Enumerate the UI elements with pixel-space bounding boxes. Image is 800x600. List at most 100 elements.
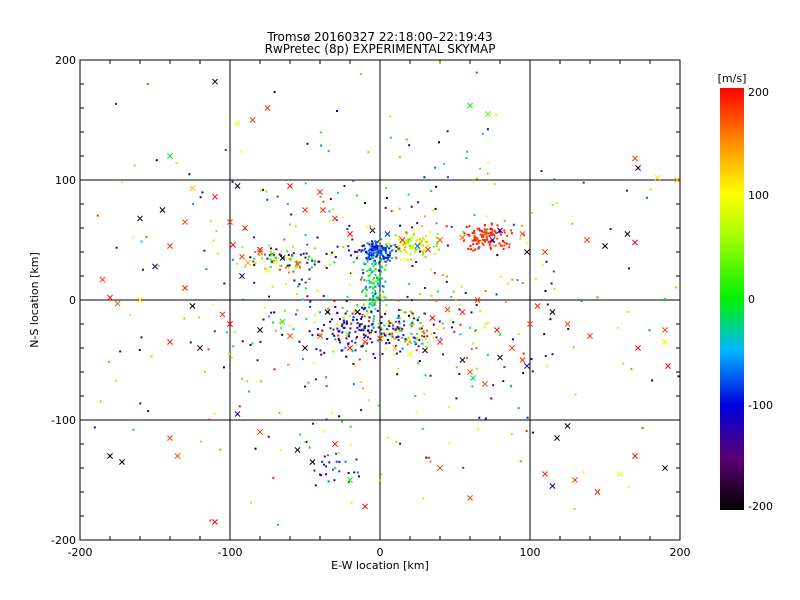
- data-point-dot: [280, 254, 283, 257]
- data-point-dot: [525, 430, 528, 433]
- data-point-dot: [475, 347, 478, 350]
- data-point-dot: [404, 338, 407, 341]
- data-point-dot: [303, 441, 306, 443]
- data-point-dot: [298, 340, 301, 343]
- data-point-dot: [306, 295, 309, 298]
- data-point-dot: [389, 136, 392, 139]
- data-point-dot: [331, 328, 334, 331]
- data-point-dot: [296, 309, 299, 312]
- data-point-cross: [189, 185, 196, 192]
- data-point-cross: [399, 237, 406, 243]
- data-point-cross: [302, 345, 308, 351]
- data-point-dot: [541, 263, 544, 266]
- data-point-dot: [397, 248, 400, 250]
- data-point-dot: [394, 320, 397, 323]
- data-point-dot: [328, 210, 331, 213]
- data-point-dot: [349, 327, 352, 330]
- data-point-dot: [345, 331, 348, 334]
- data-point-dot: [427, 456, 430, 459]
- data-point-dot: [381, 246, 384, 249]
- data-point-dot: [371, 304, 374, 307]
- data-point-cross: [354, 309, 361, 315]
- data-point-cross: [437, 339, 443, 345]
- data-point-dot: [370, 250, 373, 253]
- data-point-dot: [402, 243, 405, 246]
- data-point-dot: [358, 329, 361, 331]
- data-point-dot: [333, 300, 336, 303]
- data-point-dot: [398, 247, 401, 250]
- data-point-dot: [325, 473, 327, 476]
- data-point-dot: [453, 330, 456, 333]
- data-point-dot: [346, 228, 349, 230]
- data-point-cross: [287, 183, 293, 189]
- data-point-dot: [381, 353, 384, 355]
- data-point-dot: [385, 304, 388, 307]
- data-point-dot: [243, 265, 246, 268]
- y-tick-label: -200: [51, 534, 76, 547]
- data-point-dot: [449, 319, 452, 322]
- data-point-dot: [509, 386, 512, 389]
- data-point-dot: [492, 240, 495, 243]
- data-point-dot: [582, 471, 585, 474]
- data-point-dot: [405, 339, 408, 341]
- data-point-dot: [307, 381, 310, 384]
- data-point-dot: [434, 207, 437, 210]
- data-point-cross: [182, 219, 188, 225]
- data-point-cross: [212, 78, 218, 85]
- data-point-dot: [242, 298, 245, 301]
- data-point-dot: [361, 387, 364, 390]
- data-point-dot: [423, 287, 426, 289]
- data-point-dot: [370, 301, 372, 304]
- data-point-dot: [337, 334, 340, 337]
- data-point-dot: [486, 353, 489, 356]
- data-point-dot: [279, 449, 282, 451]
- data-point-dot: [675, 286, 678, 289]
- data-point-dot: [374, 262, 377, 265]
- data-point-dot: [350, 322, 353, 325]
- data-point-dot: [485, 229, 487, 232]
- data-point-dot: [467, 247, 470, 250]
- data-point-dot: [500, 275, 503, 278]
- data-point-cross: [524, 249, 530, 255]
- data-point-dot: [273, 91, 276, 94]
- data-point-dot: [254, 262, 257, 265]
- data-point-dot: [401, 336, 404, 339]
- data-point-dot: [246, 380, 249, 383]
- data-point-cross: [584, 237, 590, 243]
- data-point-dot: [386, 258, 389, 261]
- data-point-dot: [487, 232, 490, 235]
- data-point-dot: [380, 322, 383, 324]
- grid-lines: [80, 60, 680, 540]
- data-point-dot: [421, 330, 424, 333]
- data-point-dot: [355, 194, 358, 197]
- data-point-dot: [356, 326, 359, 329]
- data-point-dot: [215, 229, 218, 232]
- data-point-cross: [482, 231, 488, 237]
- data-point-dot: [366, 256, 369, 259]
- data-point-dot: [363, 244, 366, 247]
- data-point-dot: [430, 268, 433, 271]
- data-point-dot: [373, 303, 376, 306]
- data-point-dot: [306, 261, 309, 264]
- data-point-dot: [551, 204, 554, 207]
- data-point-dot: [347, 249, 350, 252]
- data-point-dot: [272, 321, 274, 324]
- data-point-cross: [527, 321, 533, 327]
- data-point-cross: [632, 155, 638, 162]
- data-point-dot: [374, 307, 377, 310]
- data-point-dot: [346, 310, 349, 313]
- data-point-dot: [301, 298, 304, 301]
- data-point-dot: [360, 329, 363, 332]
- data-point-dot: [546, 303, 549, 306]
- data-point-dot: [368, 243, 371, 246]
- data-point-dot: [266, 198, 269, 201]
- data-point-dot: [381, 328, 384, 331]
- data-point-dot: [313, 321, 316, 324]
- data-point-dot: [442, 327, 445, 330]
- data-point-dot: [129, 313, 131, 316]
- data-point-dot: [341, 323, 344, 326]
- data-point-dot: [664, 297, 667, 300]
- data-point-dot: [372, 320, 375, 323]
- data-point-dot: [378, 269, 381, 272]
- data-point-dot: [479, 233, 482, 236]
